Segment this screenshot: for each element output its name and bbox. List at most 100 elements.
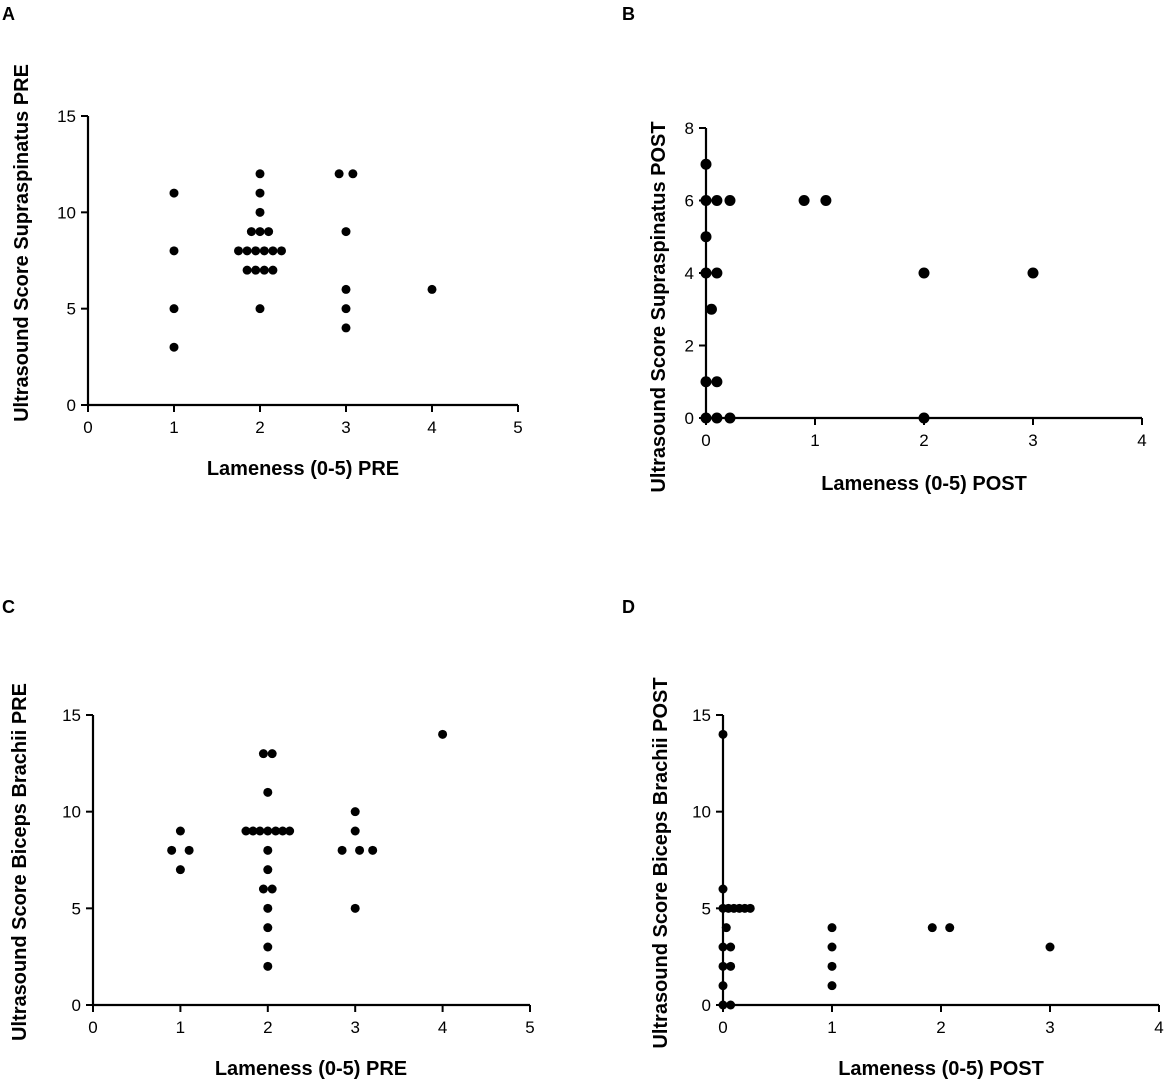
data-point-c [271,826,281,836]
x-tick-label-d: 1 [827,1018,836,1037]
data-point-a [255,227,265,237]
data-point-c [263,787,273,797]
panel-letter-d: D [622,597,635,617]
y-tick-label-d: 5 [702,899,711,918]
data-point-c [267,749,277,759]
data-point-a [255,169,265,179]
x-tick-label-b: 2 [919,431,928,450]
panel-b: B 0 1 2 3 4 0 2 4 6 8 Lameness (0-5) POST Ultrasound… [622,4,1147,495]
y-tick-label-c: 10 [62,803,81,822]
data-point-d [718,942,728,952]
data-point-d [827,981,837,991]
x-tick-label-c: 3 [350,1018,359,1037]
y-axis-label-b: Ultrasound Score Supraspinatus POST [648,121,670,492]
x-axis-label-c: Lameness (0-5) PRE [215,1058,407,1080]
data-point-a [246,227,256,237]
y-tick-label-b: 6 [685,192,694,211]
data-point-a [242,246,252,256]
data-point-b [700,376,712,388]
data-point-c [167,845,177,855]
x-axis-label-d: Lameness (0-5) POST [838,1058,1044,1080]
data-point-d [718,981,728,991]
y-tick-label-c: 0 [72,996,81,1015]
data-point-c [263,961,273,971]
x-tick-label-c: 0 [88,1018,97,1037]
x-tick-label-d: 0 [718,1018,727,1037]
data-point-c [258,884,268,894]
x-tick-label-a: 0 [83,418,92,437]
data-point-a [251,246,261,256]
data-point-d [927,923,937,933]
data-point-d [945,923,955,933]
panel-d: D 0 1 2 3 4 0 5 10 15 Lameness (0-5) POST Ultrasoun… [622,597,1164,1080]
data-point-c [285,826,295,836]
data-point-b [711,267,723,279]
data-point-c [263,826,273,836]
data-point-a [334,169,344,179]
data-point-d [718,884,728,894]
data-point-b [1027,267,1039,279]
data-point-c [255,826,265,836]
data-point-b [820,195,832,206]
data-point-c [350,903,360,913]
data-point-d [726,961,736,971]
data-point-d [718,1000,728,1010]
data-point-c [278,826,288,836]
data-point-c [263,865,273,875]
data-point-b [700,231,712,243]
x-tick-label-a: 3 [341,418,350,437]
x-tick-label-b: 4 [1137,431,1146,450]
data-point-d [827,923,837,933]
data-point-c [248,826,258,836]
data-point-c [263,942,273,952]
panel-c: C 0 1 2 3 4 5 0 5 10 15 Lameness (0-5) PRE Ultrasoun… [2,597,535,1080]
x-tick-label-a: 1 [169,418,178,437]
data-point-a [277,246,286,256]
data-point-a [169,342,179,352]
data-point-c [241,826,251,836]
data-point-a [341,323,351,333]
x-axis-label-a: Lameness (0-5) PRE [207,458,399,480]
data-point-a [255,207,265,217]
x-tick-label-a: 4 [427,418,436,437]
x-tick-label-d: 2 [936,1018,945,1037]
y-tick-label-b: 2 [685,337,694,356]
x-tick-label-b: 1 [810,431,819,450]
data-point-b [724,412,736,424]
data-point-a [268,246,278,256]
data-point-c [350,826,360,836]
data-point-b [724,195,736,206]
data-point-b [711,376,723,388]
data-point-d [721,923,731,933]
data-point-c [368,845,378,855]
y-tick-label-b: 4 [685,264,694,283]
data-point-a [169,246,179,256]
data-point-d [726,942,736,952]
data-point-a [169,304,179,314]
data-point-a [264,227,274,237]
data-point-a [255,304,265,314]
data-point-a [242,265,252,275]
data-point-b [918,267,930,279]
x-tick-label-d: 4 [1154,1018,1163,1037]
data-point-b [700,158,712,170]
data-point-d [827,961,837,971]
data-point-c [337,845,347,855]
data-point-c [258,749,268,759]
data-point-d [718,961,728,971]
x-tick-label-c: 5 [525,1018,534,1037]
data-point-c [263,923,273,933]
y-tick-label-b: 0 [685,409,694,428]
y-tick-label-c: 5 [72,899,81,918]
data-point-a [341,304,351,314]
y-tick-label-d: 15 [692,706,711,725]
data-point-d [1045,942,1055,952]
panel-letter-c: C [2,597,15,617]
data-point-c [263,903,273,913]
data-point-a [348,169,358,179]
data-point-c [184,845,194,855]
y-tick-label-a: 5 [67,300,76,319]
data-point-a [427,284,437,294]
data-point-d [827,942,837,952]
